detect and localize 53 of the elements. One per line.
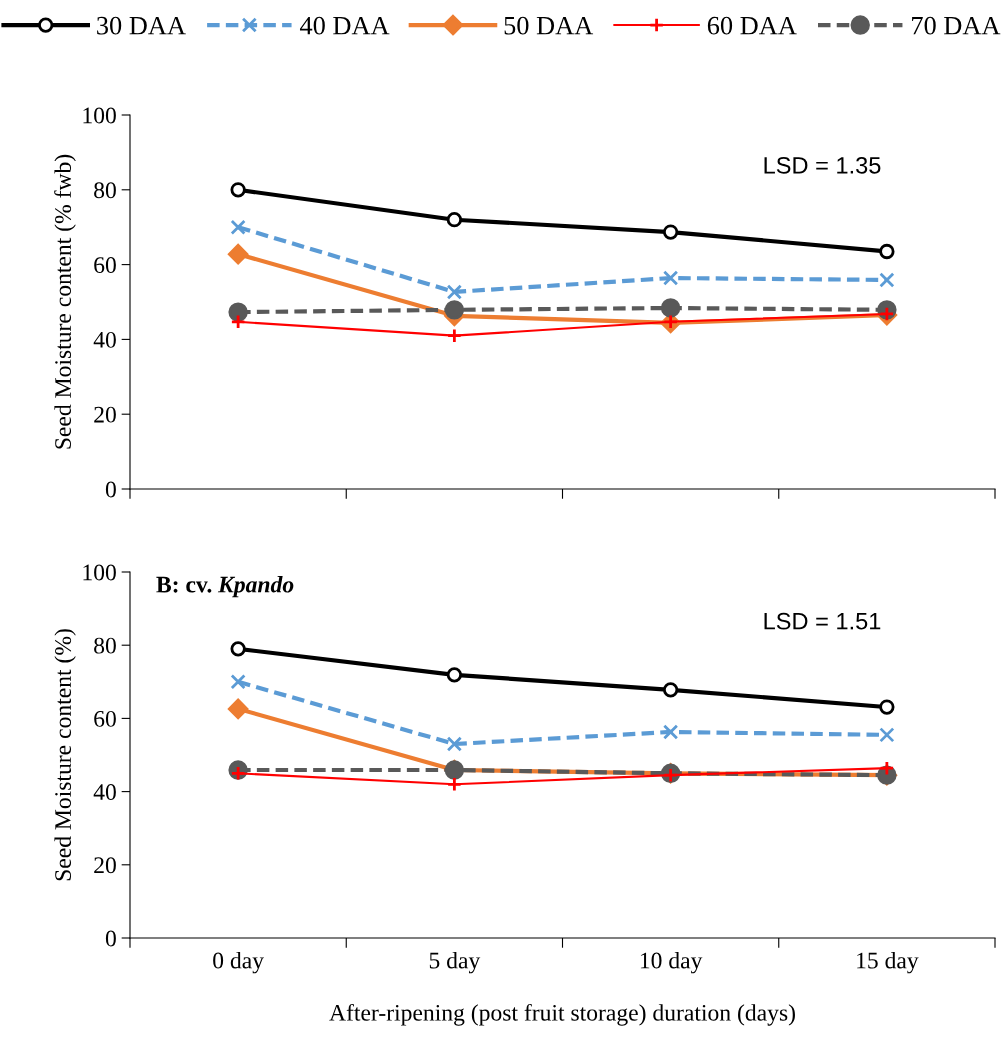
point [879, 699, 895, 715]
legend-label: 30 DAA [97, 16, 186, 35]
x-axis-title: After-ripening (post fruit storage) duration (days) [329, 1003, 795, 1026]
point [227, 698, 249, 720]
legend-label: 70 DAA [912, 16, 1001, 35]
point [230, 765, 246, 781]
annotation: LSD = 1.51 [764, 612, 881, 630]
y-tick-label: 60 [94, 710, 116, 727]
point [446, 736, 463, 752]
y-tick-label: 100 [83, 107, 116, 124]
point [660, 298, 681, 318]
y-tick-label: 40 [93, 784, 116, 801]
point [879, 243, 895, 260]
y-tick-label: 0 [105, 930, 116, 947]
point [446, 667, 463, 683]
y-tick-label: 20 [94, 857, 116, 874]
point [227, 243, 249, 265]
y-tick-label: 20 [94, 406, 116, 423]
x-tick-label: 0 day [213, 951, 264, 974]
point [446, 212, 463, 228]
point [230, 314, 246, 330]
x-tick-label: 5 day [429, 951, 481, 974]
y-tick-label: 100 [83, 564, 116, 581]
point [879, 272, 895, 288]
y-tick-label: 0 [105, 481, 116, 498]
point [446, 284, 463, 300]
annotation: LSD = 1.35 [764, 156, 881, 174]
y-tick-label: 80 [94, 637, 116, 654]
legend-label: 40 DAA [299, 16, 390, 35]
legend-label: 50 DAA [504, 16, 594, 35]
point [230, 674, 246, 690]
point [446, 776, 463, 792]
point [662, 724, 679, 740]
point [879, 727, 895, 743]
point [446, 328, 463, 344]
legend-label: 60 DAA [707, 16, 797, 35]
point [879, 760, 895, 776]
chart-title: B: cv. Kpando [156, 575, 294, 598]
y-tick-label: 60 [94, 257, 116, 274]
y-axis-title: Seed Moisture content (%) [54, 629, 76, 881]
point [662, 682, 679, 698]
point [444, 300, 465, 320]
x-tick-label: 10 day [640, 951, 703, 974]
x-tick-label: 15 day [857, 951, 919, 974]
point [662, 224, 679, 240]
y-axis-title: Seed Moisture content (% fwb) [54, 154, 76, 449]
point [228, 302, 248, 322]
point [230, 219, 246, 235]
y-tick-label: 80 [94, 182, 116, 199]
point [662, 270, 679, 286]
point [230, 641, 246, 657]
y-tick-label: 40 [93, 331, 116, 348]
point [230, 182, 246, 198]
